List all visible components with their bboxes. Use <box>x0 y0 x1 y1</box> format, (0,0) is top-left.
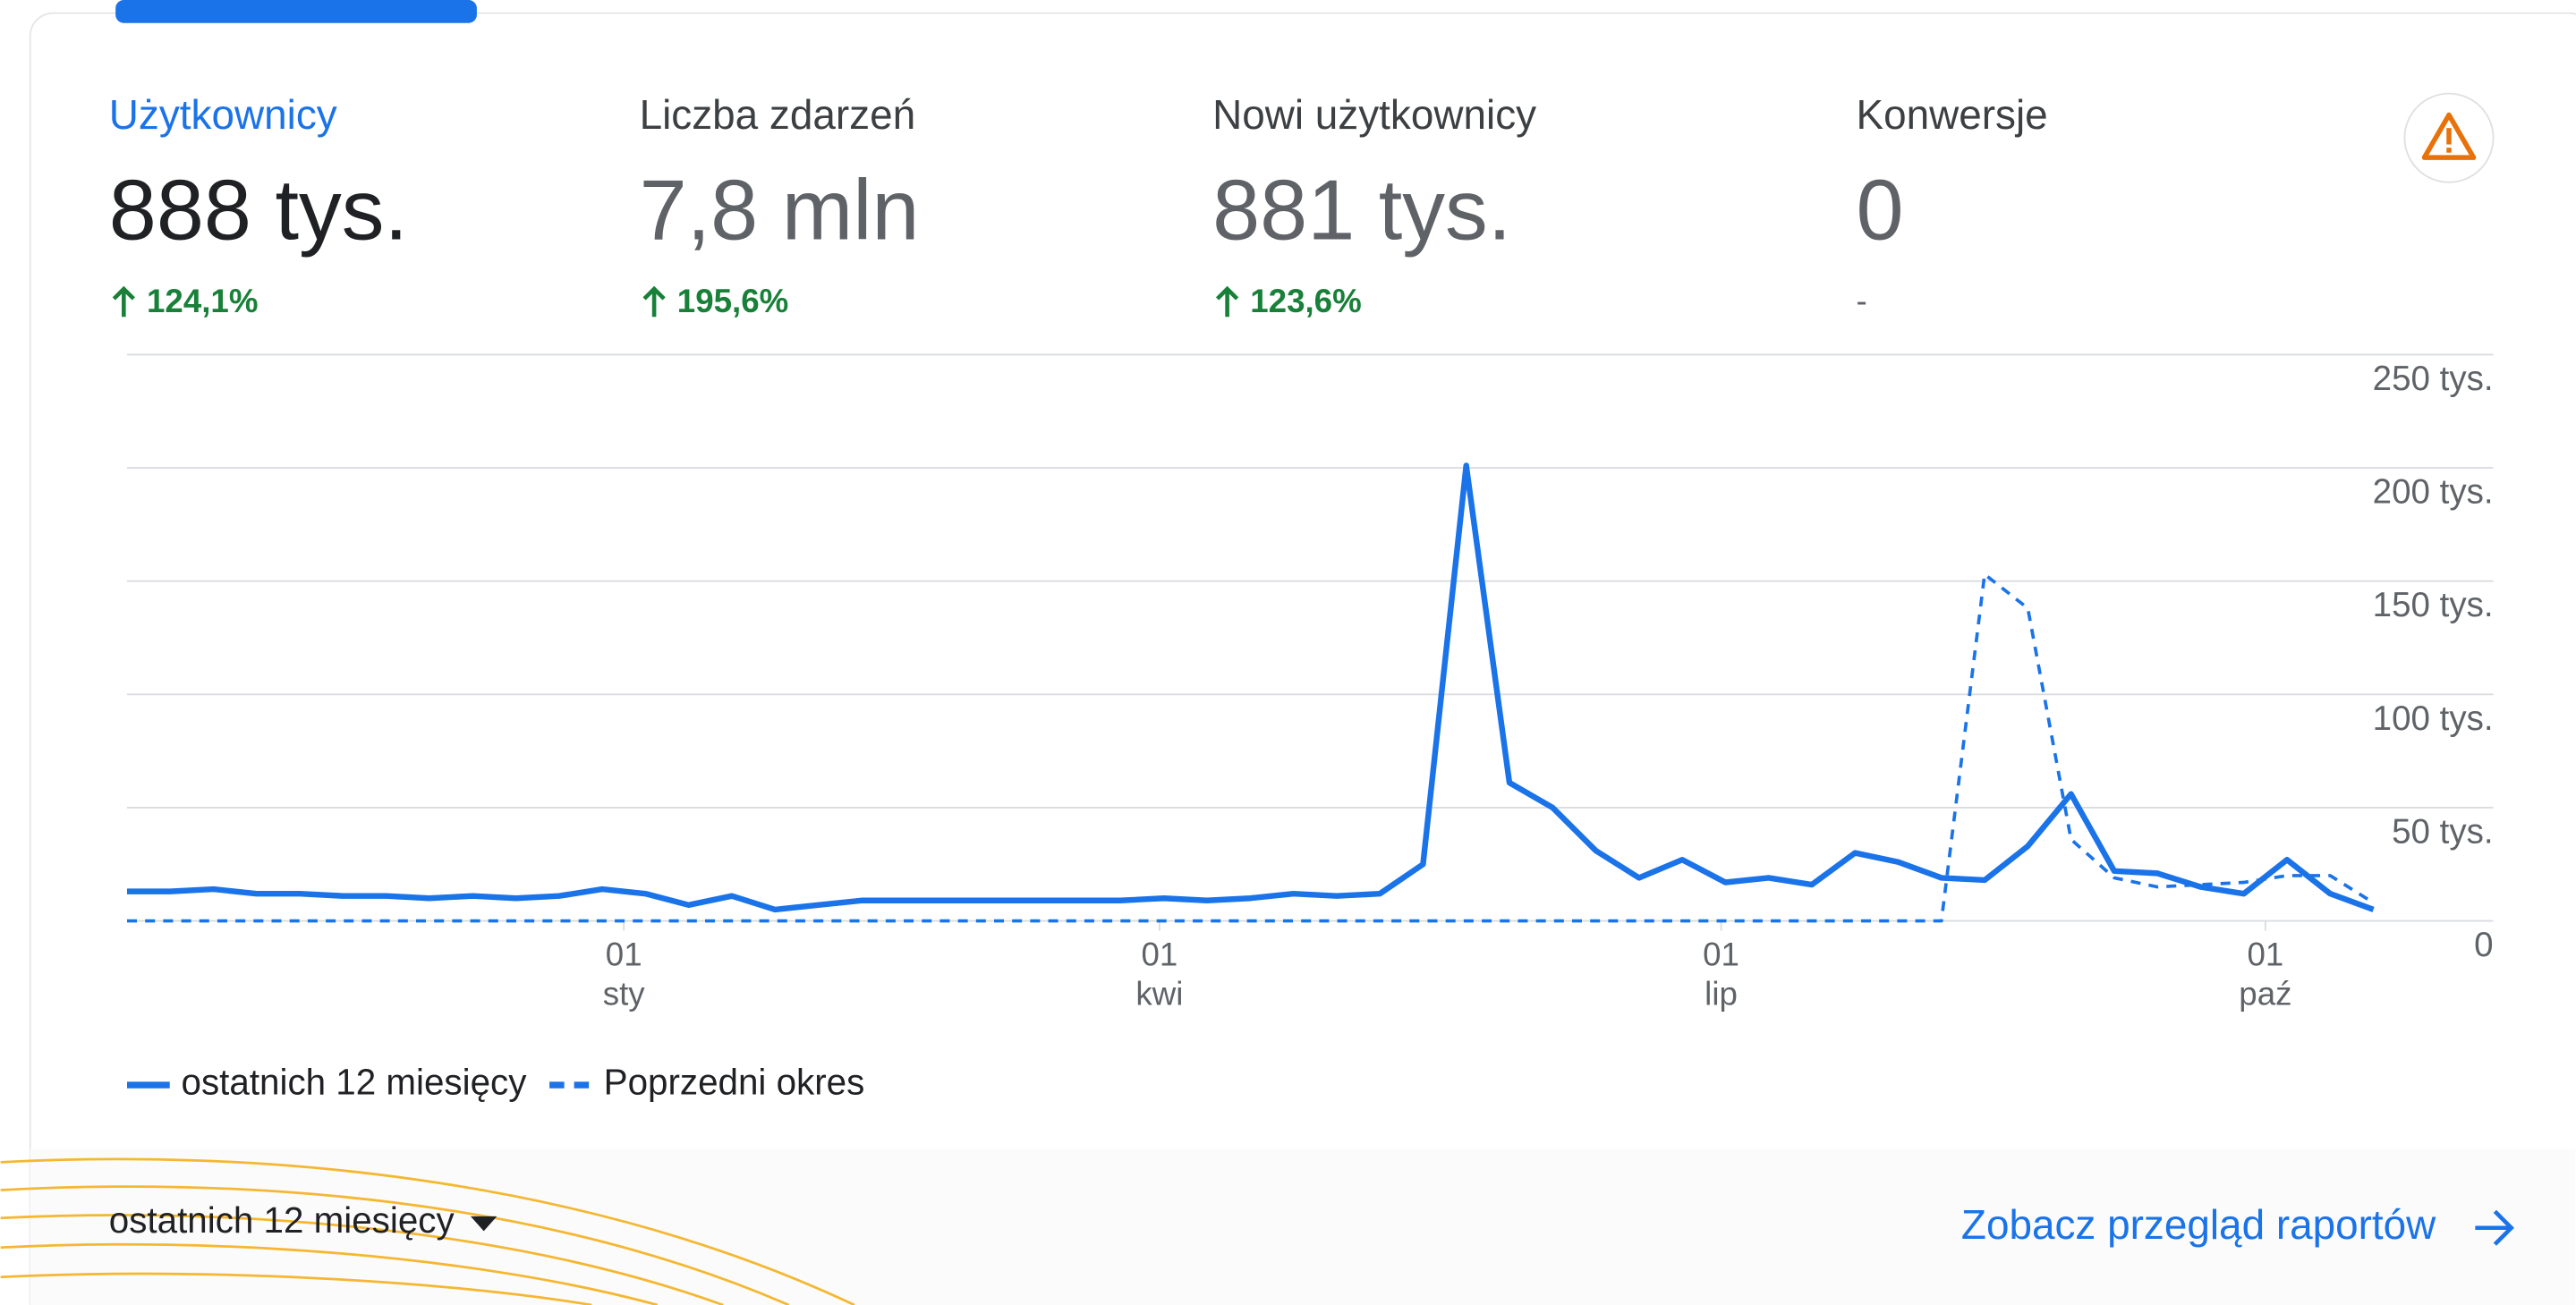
warning-button[interactable] <box>2404 94 2493 182</box>
x-tick-label: lip <box>1705 976 1738 1013</box>
y-tick-label: 250 tys. <box>2373 360 2494 398</box>
metric-label[interactable]: Liczba zdarzeń <box>640 91 916 138</box>
metric-label[interactable]: Konwersje <box>1856 91 2047 138</box>
y-tick-label: 100 tys. <box>2373 699 2494 738</box>
x-tick-label: 01 <box>1703 936 1739 973</box>
y-tick-label: 200 tys. <box>2373 473 2494 512</box>
report-link[interactable]: Zobacz przegląd raportów <box>1961 1201 2436 1248</box>
metric-change: 195,6% <box>677 283 788 319</box>
metric-change: - <box>1856 283 1866 319</box>
y-tick-label: 150 tys. <box>2373 586 2494 624</box>
metric-change: 124,1% <box>147 283 258 319</box>
warning-icon <box>2446 128 2452 144</box>
x-tick-label: 01 <box>2247 936 2283 973</box>
metric-value[interactable]: 888 tys. <box>109 163 408 258</box>
metric-label[interactable]: Użytkownicy <box>109 91 337 138</box>
x-tick-label: paź <box>2239 976 2291 1013</box>
x-tick-label: sty <box>603 976 646 1013</box>
x-tick-label: 01 <box>1141 936 1177 973</box>
warning-icon <box>2446 148 2452 153</box>
metric-label[interactable]: Nowi użytkownicy <box>1212 91 1536 138</box>
y-tick-label: 0 <box>2474 926 2493 964</box>
page: {"metrics":[ {"label":"Użytkownicy","val… <box>0 0 2576 1305</box>
y-tick-label: 50 tys. <box>2392 812 2493 851</box>
dashboard-card: ostatnich 12 miesięcy Zobacz przegląd ra… <box>0 0 2576 1305</box>
selected-tab-indicator <box>115 0 477 23</box>
metric-change: 123,6% <box>1250 283 1361 319</box>
metric-value[interactable]: 0 <box>1856 163 1903 258</box>
metric-value[interactable]: 7,8 mln <box>640 163 920 258</box>
x-tick-label: 01 <box>606 936 642 973</box>
legend-label: Poprzedni okres <box>604 1062 865 1103</box>
metric-value[interactable]: 881 tys. <box>1212 163 1511 258</box>
period-dropdown[interactable]: ostatnich 12 miesięcy <box>109 1199 455 1241</box>
legend-label: ostatnich 12 miesięcy <box>182 1062 528 1103</box>
x-tick-label: kwi <box>1135 976 1183 1013</box>
